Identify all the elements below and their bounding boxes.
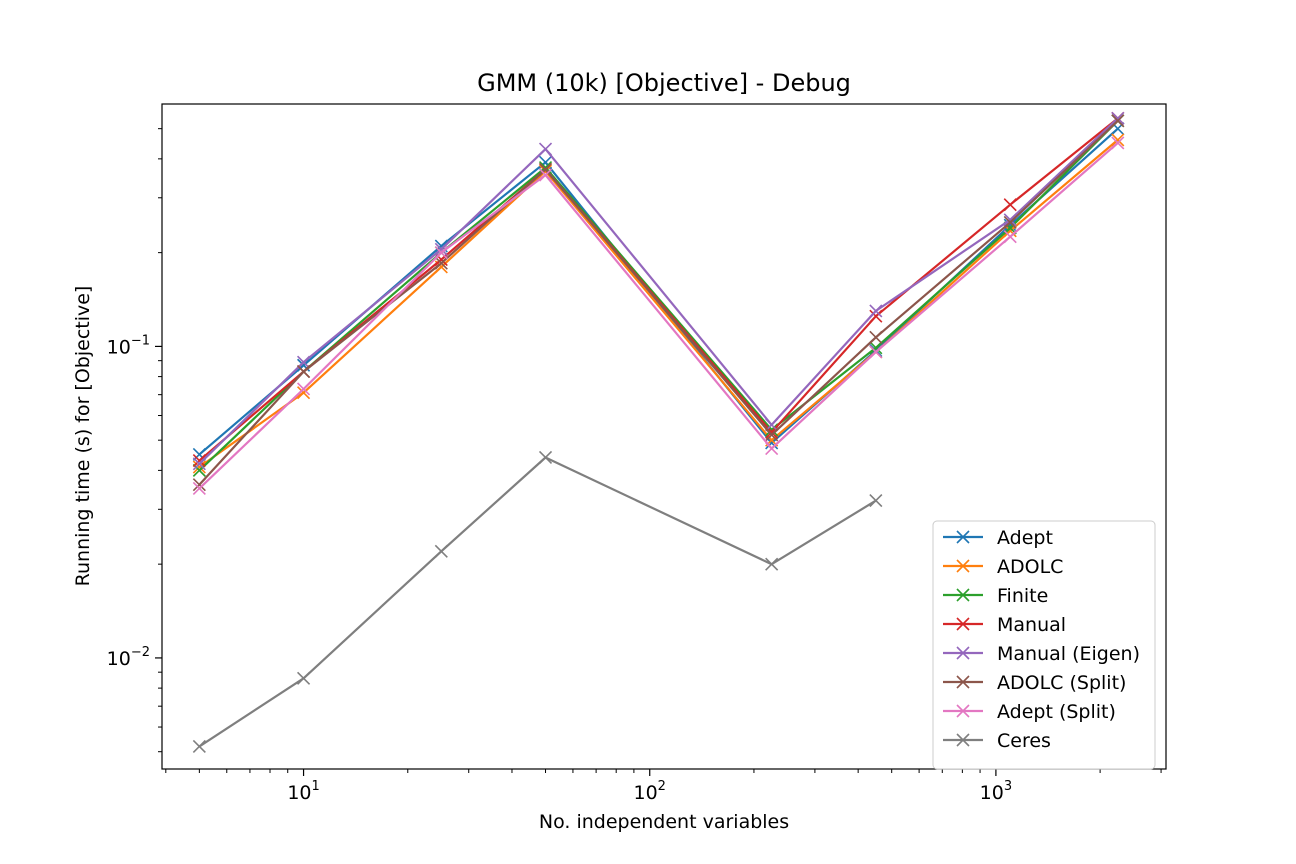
legend-item: Manual (Eigen) [943,643,1140,665]
legend-item: Adept [943,527,1053,549]
legend-marker [956,733,970,747]
data-point [869,493,883,508]
data-point [1111,133,1125,147]
legend-label: Manual [997,614,1066,636]
legend-label: ADOLC (Split) [997,672,1126,694]
data-point [1003,198,1017,212]
data-point [296,365,311,379]
data-point [538,162,553,176]
series-line [198,142,1119,490]
data-point [1003,215,1017,230]
legend-item: Adept (Split) [943,701,1116,723]
y-axis-label: Running time (s) for [Objective] [72,286,94,587]
axis-ticks: 101 102 103 10−2 10−1 [107,128,1162,804]
plot-area [192,111,1125,753]
legend-label: Manual (Eigen) [997,643,1140,665]
x-tick-label: 101 [287,779,319,804]
legend-marker [956,617,970,631]
series-line [198,117,1119,465]
data-point [192,454,206,468]
data-point [869,345,883,359]
data-point [434,544,448,558]
data-point [1003,230,1017,244]
legend-label: Finite [997,585,1048,607]
legend-marker [956,559,970,573]
data-point [869,309,883,323]
y-tick-label: 10−2 [107,645,150,670]
y-tick-label: 10−1 [107,333,150,358]
data-point [869,304,883,318]
series-adept-split [192,136,1125,496]
legend-item: ADOLC (Split) [943,672,1126,694]
legend-marker [956,646,970,660]
data-point [1003,213,1017,227]
data-point [192,457,206,471]
data-point [434,256,448,270]
data-point [765,428,779,442]
data-point [192,463,206,477]
legend-marker [956,675,970,689]
data-point [1111,136,1125,150]
data-point [765,441,779,456]
series-line [198,120,1119,486]
data-point [1111,111,1125,125]
series-ceres [192,450,883,753]
legend-item: Finite [943,585,1048,607]
series-manual-eigen [192,111,1125,471]
data-point [765,557,779,571]
data-point [765,423,779,437]
x-tick-label: 103 [980,779,1012,804]
data-point [296,355,311,369]
data-point [192,739,206,753]
data-point [1111,114,1125,128]
series-line [198,456,877,748]
legend-box [932,520,1156,770]
x-tick-label: 102 [633,779,665,804]
data-point [434,242,448,256]
legend-label: Adept [997,527,1053,549]
data-point [192,478,206,492]
axes-frame [161,103,1167,770]
legend-label: Adept (Split) [997,701,1116,723]
chart-title: GMM (10k) [Objective] - Debug [477,69,851,97]
data-point [538,450,553,465]
series-line [198,139,1119,468]
legend-item: ADOLC [943,556,1063,578]
legend-item: Manual [943,614,1066,636]
data-point [296,386,311,400]
legend-label: ADOLC [997,556,1063,578]
data-point [869,330,883,344]
legend-label: Ceres [997,730,1051,752]
series-adolc-split [192,114,1125,492]
data-point [538,142,553,156]
legend-marker [956,530,970,544]
data-point [296,671,311,685]
legend: Adept ADOLC Finite Manual Manual (Eigen) ADOL… [932,520,1156,770]
data-point [538,168,553,182]
x-axis-label: No. independent variables [539,811,789,833]
data-point [296,382,311,396]
data-point [434,246,448,260]
legend-marker [956,588,970,602]
data-point [869,341,883,355]
data-point [192,481,206,496]
legend-item: Ceres [943,730,1051,752]
legend-marker [956,704,970,718]
data-point [192,460,206,474]
